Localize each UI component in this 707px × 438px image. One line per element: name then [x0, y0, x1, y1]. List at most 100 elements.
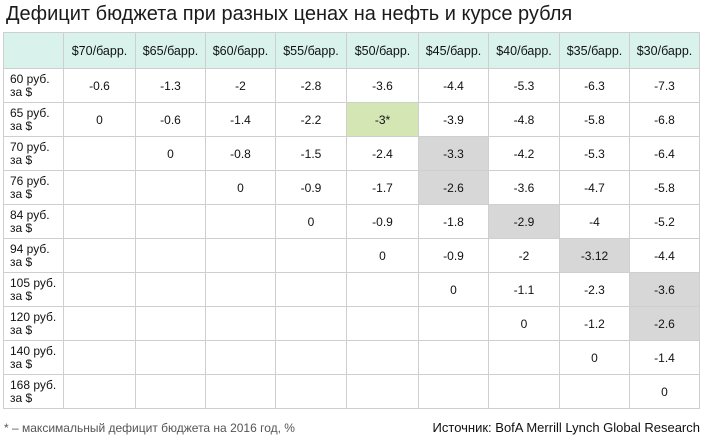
table-row: 70 руб. за $ 0 -0.8 -1.5 -2.4 -3.3 -4.2 -5.3 -6.4	[3, 136, 700, 171]
table-cell	[275, 340, 347, 375]
table-cell: -1.4	[629, 340, 700, 375]
table-cell	[275, 306, 347, 341]
column-header: $35/барр.	[559, 32, 630, 69]
table-cell: -2.8	[275, 68, 347, 103]
table-cell: -5.3	[559, 136, 630, 171]
table-cell	[63, 306, 136, 341]
table-cell	[205, 204, 276, 239]
table-cell: -1.2	[559, 306, 630, 341]
column-header: $65/барр.	[135, 32, 206, 69]
table-cell: -2.6	[629, 306, 700, 341]
table-cell: -0.9	[346, 204, 419, 239]
table-cell: 0	[63, 102, 136, 137]
table-cell: -3.3	[418, 136, 489, 171]
table-row: 76 руб. за $ 0 -0.9 -1.7 -2.6 -3.6 -4.7 -5.8	[3, 170, 700, 205]
table-cell	[488, 374, 560, 409]
table-cell: -2	[205, 68, 276, 103]
table-cell: -0.9	[418, 238, 489, 273]
table-cell	[275, 374, 347, 409]
row-header: 84 руб. за $	[3, 204, 64, 239]
table-cell: -1.4	[205, 102, 276, 137]
table-cell: -1.5	[275, 136, 347, 171]
table-cell: -4.7	[559, 170, 630, 205]
table-cell: -3.6	[488, 170, 560, 205]
table-cell	[205, 238, 276, 273]
footnote: * – максимальный дефицит бюджета на 2016…	[4, 421, 295, 435]
table-cell	[346, 340, 419, 375]
table-cell: 0	[559, 340, 630, 375]
column-header: $45/барр.	[418, 32, 489, 69]
table-cell: -3*	[346, 102, 419, 137]
table-cell: -1.1	[488, 272, 560, 307]
column-header: $60/барр.	[205, 32, 276, 69]
table-cell: -4	[559, 204, 630, 239]
table-cell	[346, 374, 419, 409]
table-cell	[135, 374, 206, 409]
table-cell: -1.3	[135, 68, 206, 103]
table-cell: -2.3	[559, 272, 630, 307]
table-cell	[135, 272, 206, 307]
table-cell: -2	[488, 238, 560, 273]
table-cell	[488, 340, 560, 375]
table-cell: -6.4	[629, 136, 700, 171]
table-cell: -3.6	[629, 272, 700, 307]
table-row: 84 руб. за $ 0 -0.9 -1.8 -2.9 -4 -5.2	[3, 204, 700, 239]
table-body: 60 руб. за $ -0.6 -1.3 -2 -2.8 -3.6 -4.4 -5.3 -6.…	[3, 68, 700, 409]
table-row: 94 руб. за $ 0 -0.9 -2 -3.12 -4.4	[3, 238, 700, 273]
table-cell	[63, 374, 136, 409]
table-cell: -0.9	[275, 170, 347, 205]
table-cell: -7.3	[629, 68, 700, 103]
table-cell: 0	[346, 238, 419, 273]
row-header: 140 руб. за $	[3, 340, 64, 375]
table-cell	[63, 272, 136, 307]
table-cell: -3.9	[418, 102, 489, 137]
column-header: $70/барр.	[63, 32, 136, 69]
column-header: $50/барр.	[346, 32, 419, 69]
table-cell	[205, 374, 276, 409]
column-header: $40/барр.	[488, 32, 560, 69]
table-cell: -5.8	[559, 102, 630, 137]
row-header: 70 руб. за $	[3, 136, 64, 171]
table-cell	[346, 272, 419, 307]
table-cell: -2.6	[418, 170, 489, 205]
row-header: 120 руб. за $	[3, 306, 64, 341]
table-cell	[135, 306, 206, 341]
table-row: 65 руб. за $0 -0.6 -1.4 -2.2 -3* -3.9 -4.8 -5.8-…	[3, 102, 700, 137]
table-cell: -0.6	[135, 102, 206, 137]
deficit-table: $70/барр. $65/барр. $60/барр. $55/барр. $50/…	[3, 32, 700, 409]
table-cell: 0	[135, 136, 206, 171]
table-cell	[63, 204, 136, 239]
table-cell	[135, 238, 206, 273]
table-cell: -5.2	[629, 204, 700, 239]
table-cell: 0	[488, 306, 560, 341]
table-cell	[63, 340, 136, 375]
page-title: Дефицит бюджета при разных ценах на нефт…	[6, 3, 573, 25]
table-cell	[275, 238, 347, 273]
table-row: 105 руб. за $ 0 -1.1 -2.3 -3.6	[3, 272, 700, 307]
table-cell	[418, 340, 489, 375]
table-cell	[135, 170, 206, 205]
table-cell: -2.4	[346, 136, 419, 171]
table-cell: -2.2	[275, 102, 347, 137]
table-cell: -5.3	[488, 68, 560, 103]
table-cell: -4.4	[629, 238, 700, 273]
row-header: 168 руб. за $	[3, 374, 64, 409]
table-cell	[205, 306, 276, 341]
table-cell: -3.6	[346, 68, 419, 103]
table-cell: -4.2	[488, 136, 560, 171]
table-cell	[275, 272, 347, 307]
table-cell	[63, 170, 136, 205]
row-header: 65 руб. за $	[3, 102, 64, 137]
table-cell: 0	[629, 374, 700, 409]
table-cell	[63, 238, 136, 273]
source-credit: Источник: BofA Merrill Lynch Global Rese…	[432, 420, 700, 435]
table-cell: -1.7	[346, 170, 419, 205]
table-cell: -2.9	[488, 204, 560, 239]
table-cell	[559, 374, 630, 409]
table-cell	[205, 272, 276, 307]
table-cell: -6.8	[629, 102, 700, 137]
table-header-row: $70/барр. $65/барр. $60/барр. $55/барр. $50/…	[3, 32, 700, 69]
column-header: $30/барр.	[629, 32, 700, 69]
table-cell	[135, 204, 206, 239]
table-cell: -0.8	[205, 136, 276, 171]
